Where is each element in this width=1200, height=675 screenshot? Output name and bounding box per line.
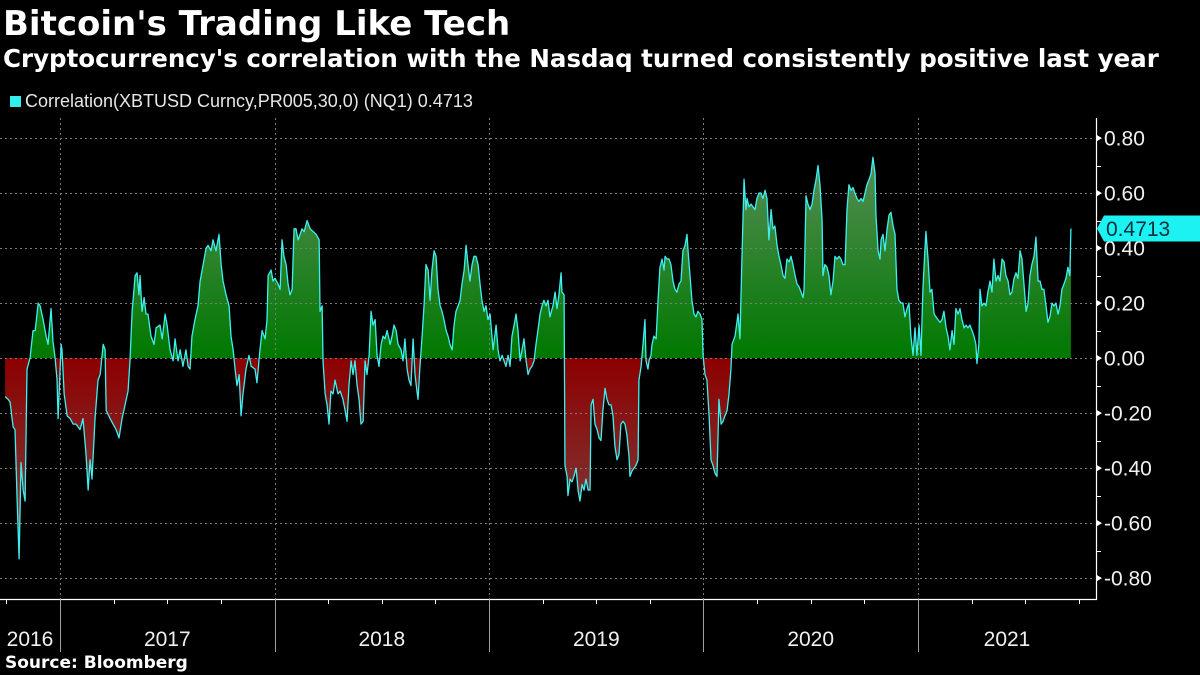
area-fills [5,157,1071,559]
y-tick-major [1097,410,1102,417]
y-tick-label: 0.60 [1104,183,1145,206]
chart-title: Bitcoin's Trading Like Tech [3,4,511,44]
source-note: Source: Bloomberg [5,653,188,673]
x-tick-label: 2016 [7,628,54,651]
legend-label: Correlation(XBTUSD Curncy,PR005,30,0) (N… [25,91,473,111]
series-line [4,156,1072,560]
y-tick-label: 0.40 [1104,238,1145,261]
y-tick-major [1097,135,1102,142]
y-tick-major [1097,190,1102,197]
y-tick-major [1097,355,1102,362]
x-tick-label: 2017 [144,628,191,651]
gridlines [0,118,1094,599]
axes [0,118,1102,652]
last-value-badge-layer: 0.4713 [1097,215,1200,242]
y-tick-label: 0.20 [1104,293,1145,316]
y-tick-major [1097,245,1102,252]
y-tick-major [1097,465,1102,472]
y-tick-major [1097,300,1102,307]
y-tick-label: -0.20 [1104,403,1152,426]
legend: Correlation(XBTUSD Curncy,PR005,30,0) (N… [10,92,473,110]
positive-correlation-area [30,157,1071,359]
series-layer [4,156,1072,560]
negative-correlation-area [5,358,1071,559]
x-tick-label: 2021 [984,628,1031,651]
y-tick-major [1097,520,1102,527]
y-tick-label: 0.00 [1104,348,1145,371]
y-tick-label: -0.80 [1104,568,1152,591]
y-tick-label: -0.40 [1104,458,1152,481]
legend-swatch [10,95,21,107]
x-tick-label: 2019 [573,628,620,651]
axis-labels: 0.80 0.60 0.40 0.20 0.00 -0.20 -0.40 -0.60 -0.80… [7,128,1152,651]
last-value-label: 0.4713 [1106,218,1170,241]
chart-subtitle: Cryptocurrency's correlation with the Na… [3,44,1159,73]
y-tick-major [1097,575,1102,582]
x-tick-label: 2018 [358,628,405,651]
y-tick-label: -0.60 [1104,513,1152,536]
x-tick-label: 2020 [787,628,834,651]
last-value-badge [1097,215,1200,242]
y-tick-label: 0.80 [1104,128,1145,151]
